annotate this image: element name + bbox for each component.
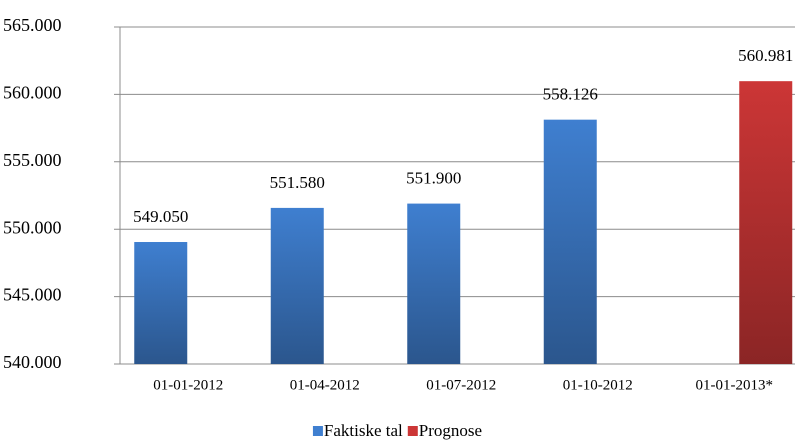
x-tick-label: 01-07-2012 [426, 377, 496, 393]
x-tick-label: 01-01-2013* [696, 377, 774, 393]
x-tick-label: 01-01-2012 [153, 377, 223, 393]
y-tick-label: 565.000 [3, 15, 62, 35]
bar [407, 203, 461, 364]
legend: Faktiske tal Prognose [312, 421, 482, 440]
y-tick-label: 545.000 [3, 285, 62, 305]
bar [134, 242, 188, 364]
data-label: 560.981 [738, 46, 793, 65]
x-tick-label: 01-10-2012 [563, 377, 633, 393]
legend-label: Prognose [419, 421, 482, 440]
x-tick-label: 01-04-2012 [290, 377, 360, 393]
y-tick-label: 560.000 [3, 83, 62, 103]
legend-swatch [312, 426, 323, 436]
y-tick-label: 540.000 [3, 352, 62, 372]
legend-label: Faktiske tal [324, 421, 403, 440]
bar [270, 207, 324, 364]
bar [739, 81, 793, 364]
y-tick-label: 550.000 [3, 217, 62, 237]
bar [543, 119, 597, 364]
data-label: 549.050 [133, 207, 188, 226]
data-label: 551.900 [406, 168, 461, 187]
data-label: 551.580 [270, 173, 325, 192]
y-tick-label: 555.000 [3, 150, 62, 170]
legend-swatch [407, 426, 418, 436]
data-label: 558.126 [543, 85, 598, 104]
